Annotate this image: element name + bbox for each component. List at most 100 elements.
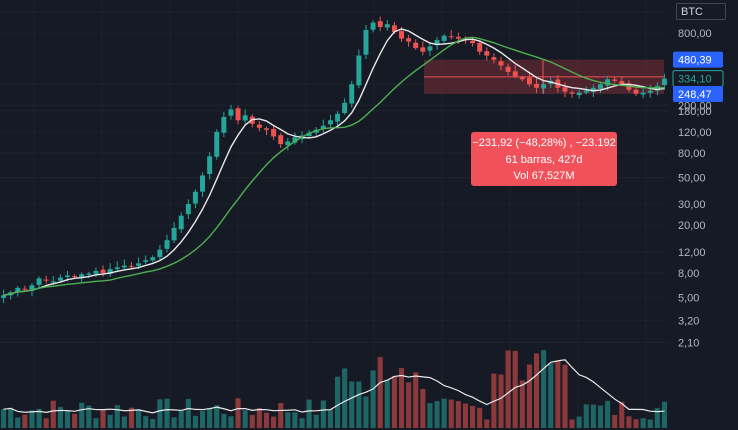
candle-body	[200, 175, 206, 192]
candle-body	[157, 249, 163, 258]
candle-body	[526, 77, 532, 85]
volume-bar	[441, 398, 447, 428]
volume-bar	[420, 388, 426, 428]
candle-body	[50, 281, 56, 283]
price-tick-label: 180,00	[678, 106, 712, 118]
volume-bar	[1, 409, 7, 428]
volume-bar	[590, 404, 596, 428]
tooltip-change: −231,92 (−48,28%) , −23.192	[472, 137, 616, 149]
candle-body	[306, 132, 312, 136]
candle-body	[661, 78, 667, 86]
volume-bar	[612, 414, 618, 428]
volume-bar	[221, 413, 227, 428]
volume-bar	[583, 404, 589, 428]
price-tick-label: 50,00	[678, 172, 706, 184]
volume-bar	[526, 364, 532, 428]
candle-body	[242, 115, 248, 121]
candle-body	[107, 269, 113, 275]
volume-bar	[15, 417, 21, 428]
candle-body	[448, 36, 454, 38]
volume-bar	[519, 380, 525, 428]
candle-body	[271, 129, 277, 137]
volume-bar	[128, 407, 135, 428]
price-tick-label: 2,10	[678, 338, 699, 350]
volume-bar	[406, 382, 412, 428]
volume-bar	[562, 364, 568, 428]
volume-bar	[43, 418, 49, 428]
candle-body	[192, 191, 198, 204]
price-tick-label: 3,20	[678, 316, 699, 328]
volume-bar	[29, 410, 35, 428]
volume-bar	[349, 381, 355, 428]
candle-body	[384, 24, 390, 28]
candle-body	[605, 79, 611, 86]
candle-body	[562, 87, 568, 92]
candle-body	[178, 215, 184, 230]
volume-bar	[114, 405, 120, 428]
volume-bar	[36, 408, 42, 428]
volume-bar	[263, 412, 270, 428]
candle-body	[455, 36, 461, 39]
volume-bar	[647, 419, 653, 428]
candle-body	[235, 108, 241, 121]
volume-bar	[185, 398, 191, 428]
price-axis: 1.200,00800,00300,00200,00180,00120,0080…	[668, 0, 738, 430]
volume-bar	[136, 409, 142, 428]
volume-bar	[505, 350, 511, 428]
candle-body	[114, 267, 120, 270]
tooltip-bars: 61 barras, 427d	[505, 153, 583, 166]
volume-bar	[199, 410, 206, 428]
candle-body	[65, 275, 70, 277]
moving-averages	[3, 28, 665, 296]
candle-body	[185, 204, 191, 215]
volume-bar	[8, 407, 14, 428]
candle-body	[612, 79, 618, 81]
volume-bar	[327, 409, 333, 428]
volume-moving-average	[3, 359, 665, 414]
volume-bar	[619, 401, 625, 428]
volume-bar	[391, 375, 397, 428]
volume-bar	[285, 412, 291, 428]
price-tick-label: 200,00	[678, 100, 712, 112]
candle-body	[100, 269, 106, 273]
candle-body	[228, 109, 234, 116]
volume-bar	[242, 410, 248, 428]
symbol-badge[interactable]: BTC	[676, 3, 726, 20]
candle-body	[327, 120, 333, 125]
volume-bar	[64, 410, 71, 428]
volume-bar	[306, 399, 312, 428]
price-tick-label: 20,00	[678, 220, 706, 232]
candle-body	[498, 61, 504, 66]
volume-bar	[299, 418, 305, 428]
volume-bar	[292, 412, 298, 428]
candle-body	[569, 92, 575, 94]
price-tick-label: 80,00	[678, 148, 706, 160]
volume-bar	[541, 350, 547, 428]
volume-bar	[498, 374, 504, 428]
candle-body	[491, 57, 497, 60]
candle-body	[36, 278, 42, 285]
price-tick-label: 800,00	[678, 28, 712, 40]
volume-bar	[178, 410, 184, 428]
candle-body	[164, 240, 170, 249]
candle-body	[505, 66, 511, 72]
candle-body	[477, 42, 483, 52]
volume-bar	[555, 360, 561, 428]
candle-body	[93, 270, 99, 274]
candle-body	[264, 128, 269, 130]
volume-bar	[235, 398, 241, 428]
price-tag-start-text: 480,39	[678, 55, 712, 67]
volume-bar	[22, 414, 28, 428]
volume-bar	[192, 415, 198, 428]
candle-body	[320, 125, 326, 129]
volume-bar	[335, 376, 341, 428]
candle-body	[79, 274, 85, 279]
candle-body	[278, 135, 284, 145]
candle-body	[413, 42, 419, 49]
candle-body	[143, 260, 149, 262]
volume-bar	[661, 401, 667, 428]
volume-bar	[214, 405, 220, 428]
candle-body	[633, 89, 639, 94]
volume-bar	[278, 402, 284, 428]
